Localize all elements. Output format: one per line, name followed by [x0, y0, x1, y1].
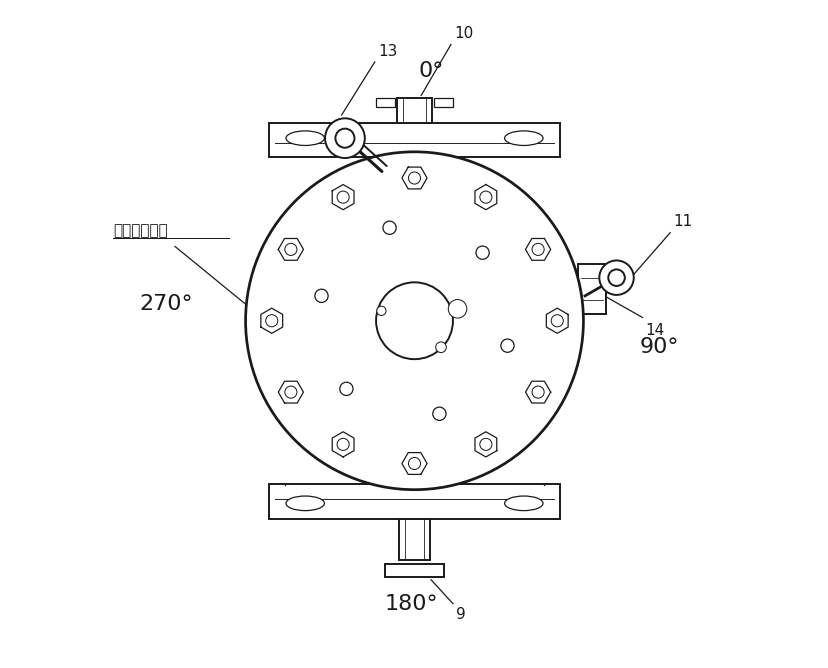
Circle shape — [245, 152, 583, 490]
Ellipse shape — [286, 496, 324, 510]
Circle shape — [479, 438, 491, 450]
Ellipse shape — [504, 496, 542, 510]
Bar — [398, 519, 430, 560]
Circle shape — [325, 118, 364, 158]
Circle shape — [448, 299, 466, 318]
Text: 13: 13 — [378, 43, 397, 59]
Bar — [268, 484, 560, 519]
Circle shape — [408, 458, 420, 470]
Circle shape — [500, 339, 513, 352]
Circle shape — [475, 246, 489, 259]
Bar — [577, 265, 605, 314]
Bar — [376, 98, 394, 107]
Text: 筒體焊縫位置: 筒體焊縫位置 — [113, 223, 167, 238]
Circle shape — [376, 306, 386, 315]
Bar — [385, 564, 443, 577]
Circle shape — [266, 315, 277, 327]
Bar — [396, 98, 432, 123]
Circle shape — [608, 269, 624, 286]
Circle shape — [337, 191, 349, 203]
Circle shape — [479, 191, 491, 203]
Text: 270°: 270° — [139, 294, 192, 314]
Text: 10: 10 — [454, 26, 473, 41]
Text: 90°: 90° — [639, 337, 678, 357]
Circle shape — [432, 407, 445, 420]
Bar — [268, 123, 560, 157]
Circle shape — [335, 129, 354, 148]
Circle shape — [337, 438, 349, 450]
Circle shape — [408, 172, 420, 184]
Ellipse shape — [286, 131, 324, 146]
Text: 11: 11 — [672, 214, 692, 229]
Circle shape — [285, 386, 296, 398]
Text: 14: 14 — [645, 323, 664, 338]
Circle shape — [339, 382, 353, 395]
Text: 9: 9 — [455, 607, 465, 622]
Circle shape — [383, 221, 396, 234]
Text: 180°: 180° — [384, 594, 437, 614]
Circle shape — [315, 289, 328, 303]
Circle shape — [532, 386, 543, 398]
Circle shape — [436, 342, 445, 353]
Circle shape — [285, 243, 296, 255]
Text: 0°: 0° — [418, 61, 443, 81]
Circle shape — [532, 243, 543, 255]
Circle shape — [376, 283, 452, 359]
Circle shape — [551, 315, 562, 327]
Ellipse shape — [504, 131, 542, 146]
Bar — [434, 98, 452, 107]
Circle shape — [599, 261, 633, 295]
